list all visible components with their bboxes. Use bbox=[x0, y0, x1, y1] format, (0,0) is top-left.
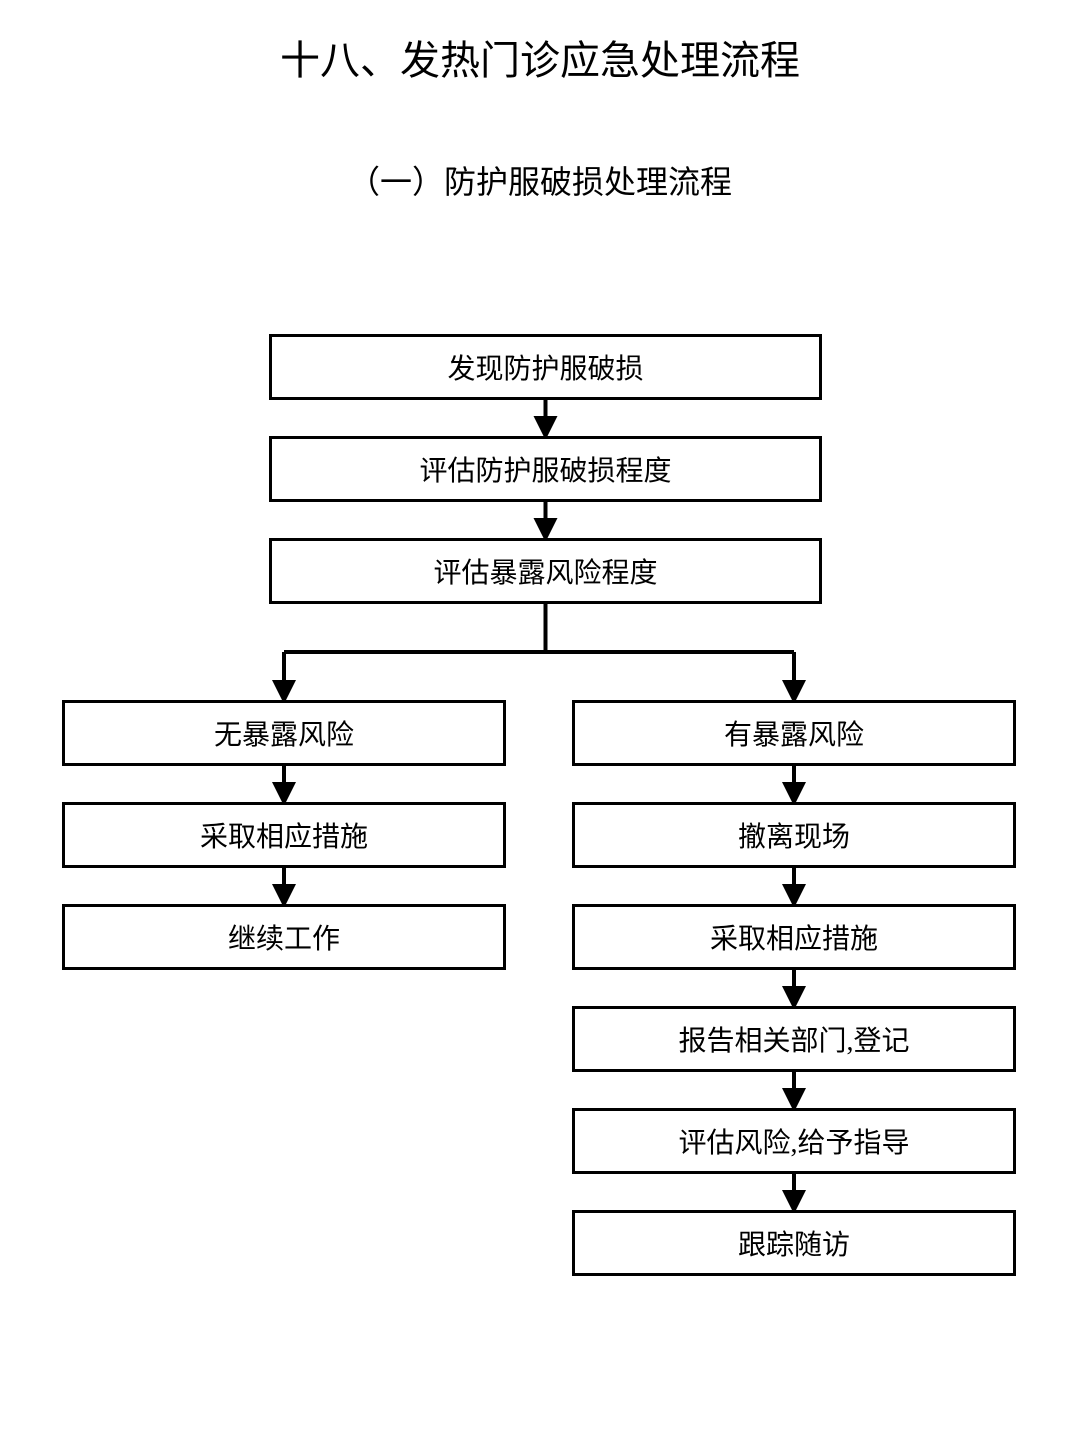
flowchart-node: 无暴露风险 bbox=[62, 700, 506, 766]
flowchart-node: 发现防护服破损 bbox=[269, 334, 822, 400]
flowchart-node: 继续工作 bbox=[62, 904, 506, 970]
flowchart-node: 撤离现场 bbox=[572, 802, 1016, 868]
flowchart-node: 跟踪随访 bbox=[572, 1210, 1016, 1276]
flowchart-node: 采取相应措施 bbox=[572, 904, 1016, 970]
flowchart-node: 评估防护服破损程度 bbox=[269, 436, 822, 502]
flowchart-node: 报告相关部门,登记 bbox=[572, 1006, 1016, 1072]
flowchart-node: 采取相应措施 bbox=[62, 802, 506, 868]
flowchart-node: 有暴露风险 bbox=[572, 700, 1016, 766]
page-subtitle: （一）防护服破损处理流程 bbox=[0, 157, 1080, 203]
flowchart-node: 评估暴露风险程度 bbox=[269, 538, 822, 604]
page-title: 十八、发热门诊应急处理流程 bbox=[0, 28, 1080, 86]
flowchart-node: 评估风险,给予指导 bbox=[572, 1108, 1016, 1174]
